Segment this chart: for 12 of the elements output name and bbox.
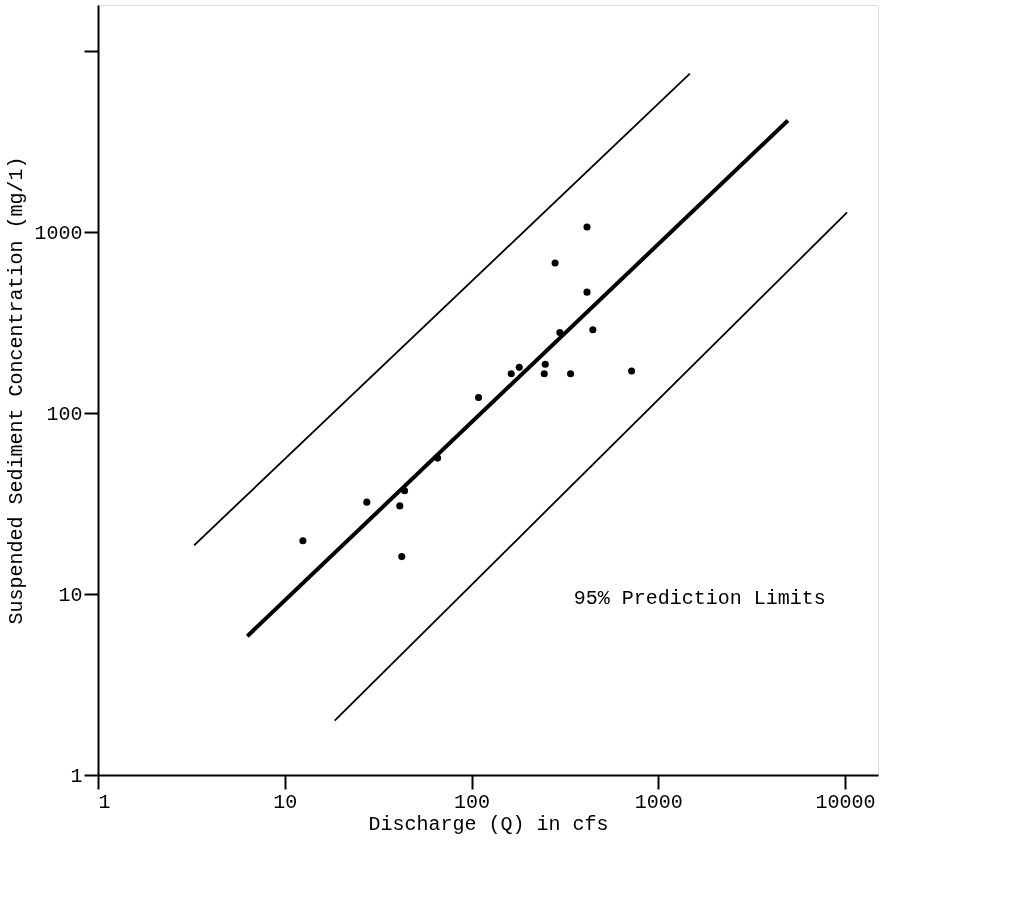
x-tick-label: 10 xyxy=(273,790,298,814)
x-axis-title: Discharge (Q) in cfs xyxy=(368,812,609,836)
y-tick-label: 10 xyxy=(58,583,83,607)
y-tick-label: 100 xyxy=(46,402,83,426)
annotation: 95% Prediction Limits xyxy=(573,586,826,610)
x-tick-label: 10000 xyxy=(815,790,876,814)
x-tick-label: 1 xyxy=(98,790,111,814)
y-tick-label: 1000 xyxy=(34,221,83,245)
y-tick-label: 1 xyxy=(70,764,83,788)
y-axis-title: Suspended Sediment Concentration (mg/1) xyxy=(5,156,29,625)
x-tick-label: 100 xyxy=(454,790,491,814)
x-tick-label: 1000 xyxy=(634,790,683,814)
